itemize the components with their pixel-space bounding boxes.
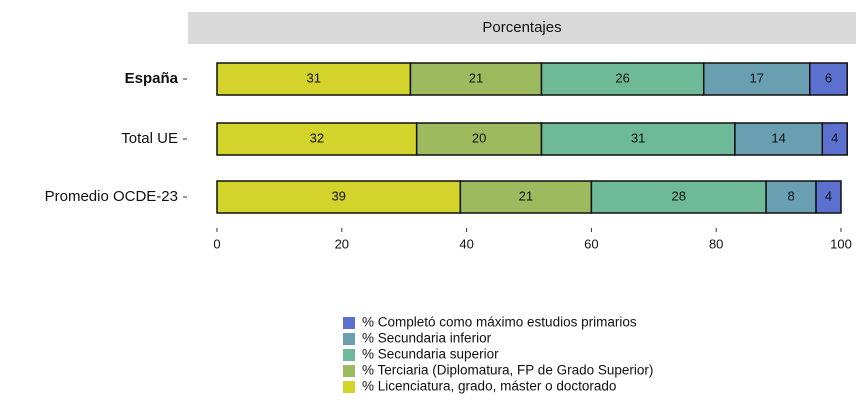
legend-label: % Secundaria superior <box>362 347 499 362</box>
bar-segment <box>702 62 811 96</box>
y-tick-label: Promedio OCDE-23 <box>45 188 178 205</box>
data-label: 21 <box>469 70 483 85</box>
facet-strip <box>188 12 856 44</box>
legend-label: % Secundaria inferior <box>362 331 492 346</box>
x-tick-label: 80 <box>709 236 723 251</box>
legend-swatch <box>343 365 355 377</box>
data-label: 20 <box>472 130 486 145</box>
data-label: 4 <box>831 130 838 145</box>
data-label: 26 <box>615 70 629 85</box>
data-label: 39 <box>331 188 345 203</box>
bar-segment <box>734 122 824 156</box>
legend-swatch <box>343 349 355 361</box>
legend-swatch <box>343 333 355 345</box>
data-label: 31 <box>306 70 320 85</box>
facet-label: Porcentajes <box>482 19 561 36</box>
x-tick-label: 20 <box>335 236 349 251</box>
legend-label: % Completó como máximo estudios primario… <box>362 315 637 330</box>
bar-segment <box>409 62 543 96</box>
legend-swatch <box>343 317 355 329</box>
x-tick-label: 0 <box>213 236 220 251</box>
x-tick-label: 100 <box>830 236 852 251</box>
x-tick-label: 40 <box>459 236 473 251</box>
legend-label: % Licenciatura, grado, máster o doctorad… <box>362 379 616 394</box>
bar-segment <box>540 62 705 96</box>
data-label: 6 <box>825 70 832 85</box>
data-label: 8 <box>787 188 794 203</box>
data-label: 4 <box>825 188 832 203</box>
bar-segment <box>216 122 418 156</box>
y-tick-label: España <box>125 70 179 87</box>
data-label: 17 <box>750 70 764 85</box>
bar-segment <box>216 180 462 214</box>
bar-segment <box>590 180 767 214</box>
x-tick-label: 60 <box>584 236 598 251</box>
data-label: 31 <box>631 130 645 145</box>
bar-segment <box>809 62 848 96</box>
legend-label: % Terciaria (Diplomatura, FP de Grado Su… <box>362 363 653 378</box>
bar-segment <box>821 122 848 156</box>
data-label: 21 <box>519 188 533 203</box>
data-label: 14 <box>771 130 785 145</box>
data-label: 28 <box>672 188 686 203</box>
bar-segment <box>815 180 842 214</box>
y-tick-label: Total UE <box>121 130 178 147</box>
legend-swatch <box>343 381 355 393</box>
bar-segment <box>765 180 817 214</box>
bar-segment <box>415 122 543 156</box>
data-label: 32 <box>310 130 324 145</box>
